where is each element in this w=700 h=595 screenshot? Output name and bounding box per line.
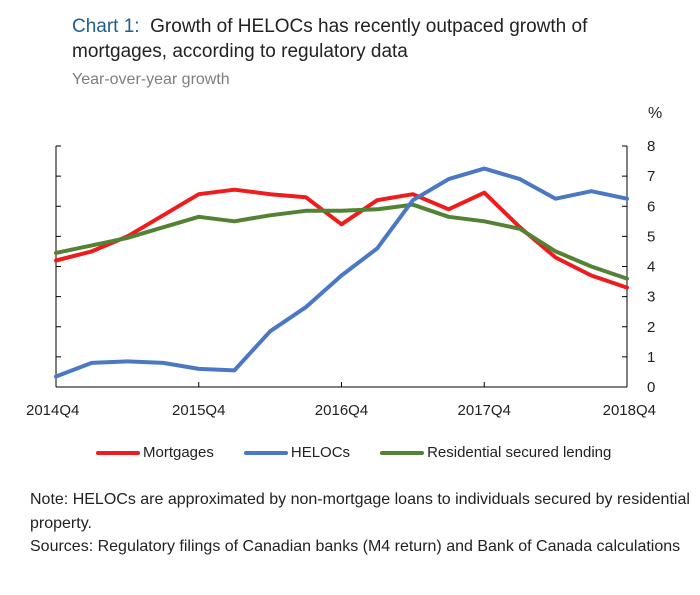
- y-tick-label: 3: [647, 289, 655, 306]
- y-tick-label: 1: [647, 349, 655, 366]
- y-axis-unit-label: %: [648, 105, 663, 122]
- y-tick-label: 6: [647, 198, 655, 215]
- note-text: Note: HELOCs are approximated by non-mor…: [30, 491, 690, 532]
- y-tick-label: 2: [647, 319, 655, 336]
- legend-swatch-residential: [380, 450, 425, 455]
- y-tick-label: 8: [647, 138, 655, 155]
- legend-item-residential: Residential secured lending: [380, 444, 611, 461]
- y-tick-label: 4: [647, 259, 655, 276]
- series-line-mortgages: [54, 187, 629, 290]
- x-tick-label: 2016Q4: [315, 402, 368, 419]
- legend-swatch-helocs: [243, 450, 288, 455]
- x-tick-label: 2017Q4: [458, 402, 511, 419]
- series-line-residential: [54, 202, 629, 281]
- legend-swatch-mortgages: [96, 450, 140, 455]
- legend-label-mortgages: Mortgages: [143, 444, 214, 461]
- y-tick-label: 7: [647, 168, 655, 185]
- x-tick-label: 2015Q4: [172, 402, 225, 419]
- legend-item-helocs: HELOCs: [243, 444, 351, 461]
- sources-text: Sources: Regulatory filings of Canadian …: [30, 538, 681, 555]
- chart-title-text: Growth of HELOCs has recently outpaced g…: [72, 16, 588, 62]
- y-tick-label: 5: [647, 228, 655, 245]
- y-tick-label: 0: [647, 379, 655, 396]
- chart-subtitle: Year-over-year growth: [72, 71, 230, 88]
- chart-legend: Mortgages HELOCs Residential secured lendi…: [96, 444, 641, 461]
- x-tick-label: 2018Q4: [603, 402, 656, 419]
- chart-footnotes: Note: HELOCs are approximated by non-mor…: [30, 488, 690, 559]
- chart-number-label: Chart 1:: [72, 16, 140, 37]
- legend-label-residential: Residential secured lending: [427, 444, 612, 461]
- series-line-helocs: [54, 166, 629, 379]
- x-tick-label: 2014Q4: [26, 402, 79, 419]
- line-chart: 0 1 2 3 4 5 6 7 8 2014Q4 2015Q4 2016Q4 2017Q4 2018Q4: [26, 138, 656, 419]
- legend-label-helocs: HELOCs: [290, 444, 351, 461]
- legend-item-mortgages: Mortgages: [96, 444, 214, 461]
- chart-title: Chart 1: Growth of HELOCs has recently o…: [72, 14, 682, 64]
